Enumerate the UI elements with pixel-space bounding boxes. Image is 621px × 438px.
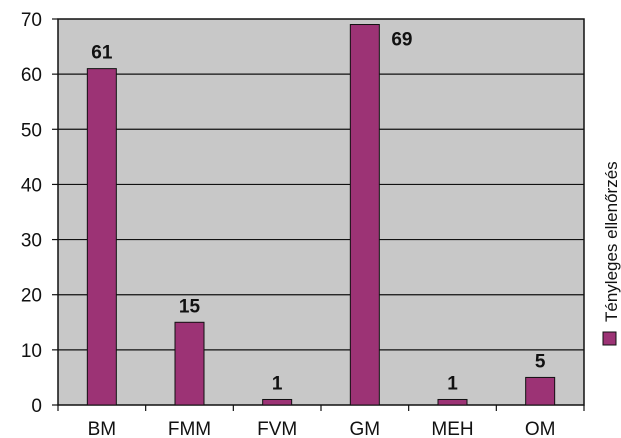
legend: Tényleges ellenőrzés xyxy=(602,161,621,346)
y-tick-label: 10 xyxy=(21,341,42,362)
data-label: 69 xyxy=(391,30,412,51)
x-tick-label: MEH xyxy=(431,419,473,438)
gridlines xyxy=(58,73,584,351)
plot-area xyxy=(57,18,585,406)
y-axis: 0 10 20 30 40 50 60 70 xyxy=(21,10,58,417)
bar xyxy=(174,321,205,406)
legend-label: Tényleges ellenőrzés xyxy=(602,161,621,322)
x-tick-label: FMM xyxy=(168,419,211,438)
y-tick-label: 70 xyxy=(21,10,42,31)
y-tick-label: 20 xyxy=(21,286,42,307)
bar xyxy=(525,376,556,406)
x-tick-label: BM xyxy=(88,419,117,438)
bars xyxy=(86,24,556,406)
y-tick-label: 60 xyxy=(21,65,42,86)
y-tick-label: 50 xyxy=(21,120,42,141)
bar xyxy=(349,24,380,406)
bar xyxy=(437,398,468,406)
x-axis: BM FMM FVM GM MEH OM xyxy=(57,405,585,438)
bar xyxy=(262,398,293,406)
x-tick-label: FVM xyxy=(257,419,297,438)
data-label: 15 xyxy=(179,296,201,317)
y-tick-label: 30 xyxy=(21,231,42,252)
y-tick-label: 0 xyxy=(31,396,42,417)
x-tick-label: OM xyxy=(525,419,556,438)
legend-swatch xyxy=(602,331,617,346)
data-label: 5 xyxy=(535,351,546,372)
x-tick-label: GM xyxy=(350,419,381,438)
y-tick-label: 40 xyxy=(21,175,42,196)
data-label: 1 xyxy=(447,373,458,394)
data-label: 1 xyxy=(272,373,283,394)
bar xyxy=(86,68,117,406)
data-label: 61 xyxy=(91,43,113,64)
